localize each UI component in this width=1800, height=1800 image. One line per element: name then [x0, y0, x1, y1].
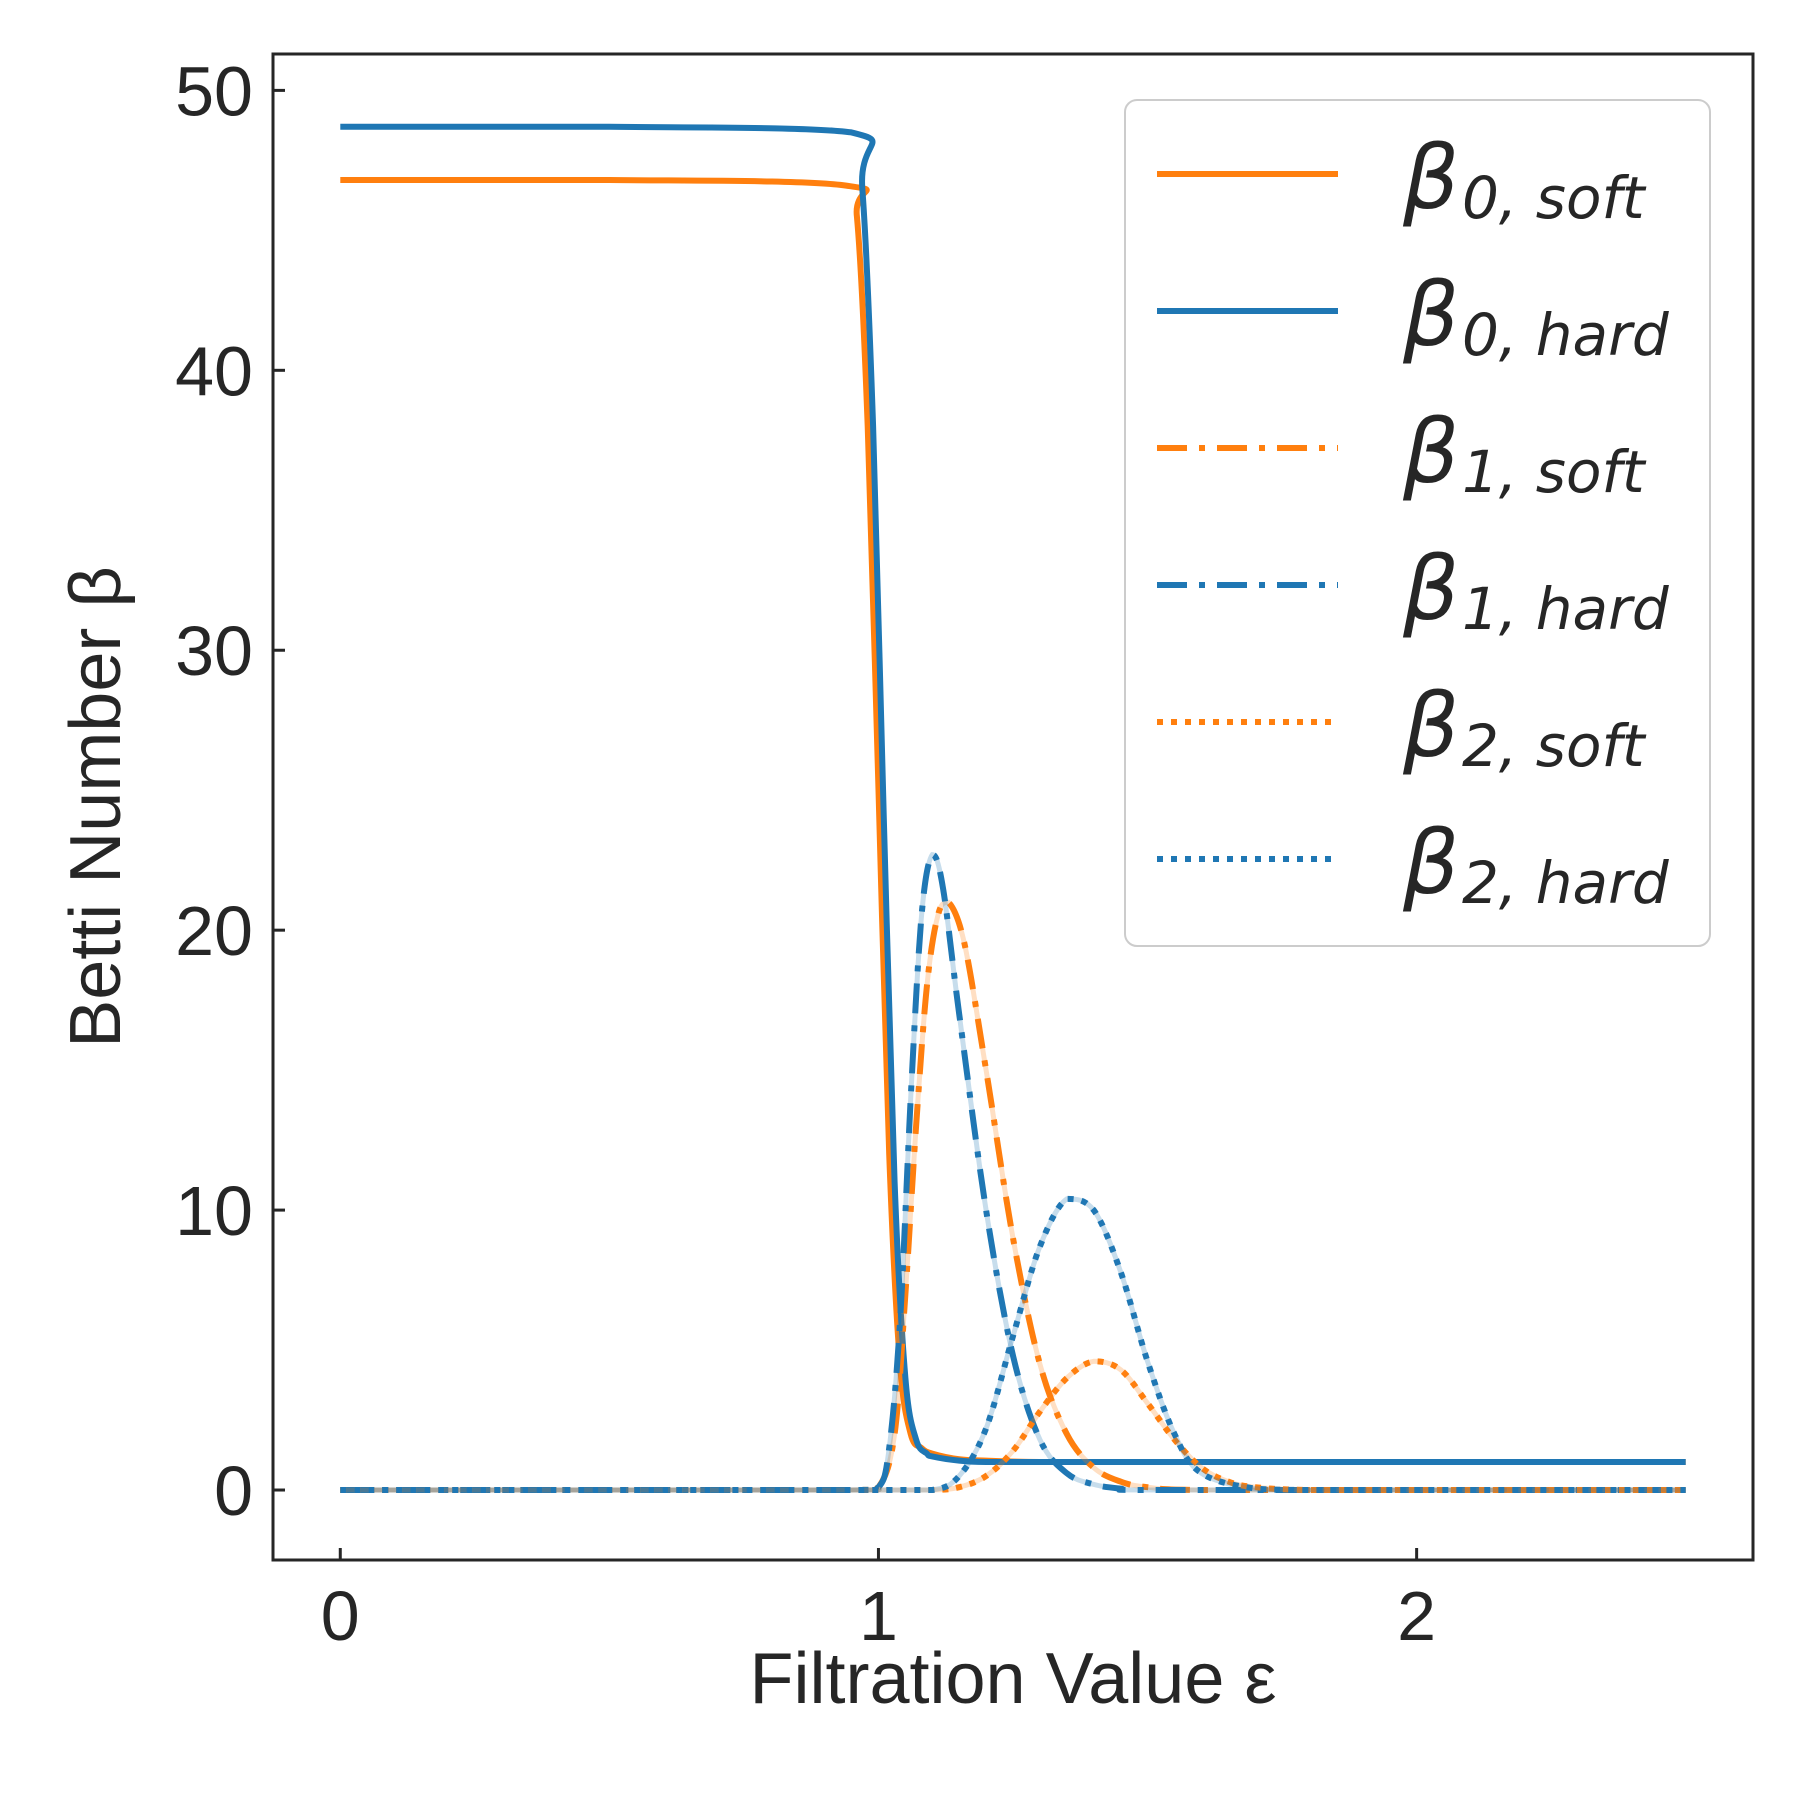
legend-label-sub: 1, soft — [1462, 438, 1647, 506]
series-line-5 — [340, 1195, 1686, 1494]
y-tick-label: 10 — [175, 1172, 253, 1250]
legend-label-base: β — [1402, 263, 1459, 366]
legend-label-base: β — [1402, 811, 1459, 914]
y-tick-label: 50 — [175, 52, 253, 130]
series-line-3 — [340, 851, 1686, 1494]
legend-label-sub: 0, hard — [1462, 301, 1670, 369]
y-tick-label: 0 — [214, 1452, 253, 1530]
y-tick-label: 40 — [175, 332, 253, 410]
legend-label-sub: 2, soft — [1462, 712, 1647, 780]
legend-label-sub: 2, hard — [1462, 849, 1670, 917]
x-tick-label: 1 — [859, 1577, 898, 1655]
legend-label-base: β — [1402, 400, 1459, 503]
series-line-2 — [340, 899, 1686, 1494]
legend-label-base: β — [1402, 126, 1459, 229]
x-axis-label: Filtration Value ε — [750, 1639, 1277, 1719]
x-tick-label: 0 — [321, 1577, 360, 1655]
y-axis-label: Betti Number β — [56, 566, 136, 1048]
y-tick-label: 30 — [175, 612, 253, 690]
legend-label-sub: 1, hard — [1462, 575, 1670, 643]
x-tick-label: 2 — [1397, 1577, 1436, 1655]
legend-label-sub: 0, soft — [1462, 164, 1647, 232]
legend-entry-1: β 0, hardβ0,hard — [1402, 263, 1670, 369]
plot-frame — [271, 52, 1755, 1562]
legend-label-base: β — [1402, 674, 1459, 777]
legend-label-base: β — [1402, 537, 1459, 640]
series-layer — [340, 123, 1686, 1494]
y-tick-label: 20 — [175, 892, 253, 970]
